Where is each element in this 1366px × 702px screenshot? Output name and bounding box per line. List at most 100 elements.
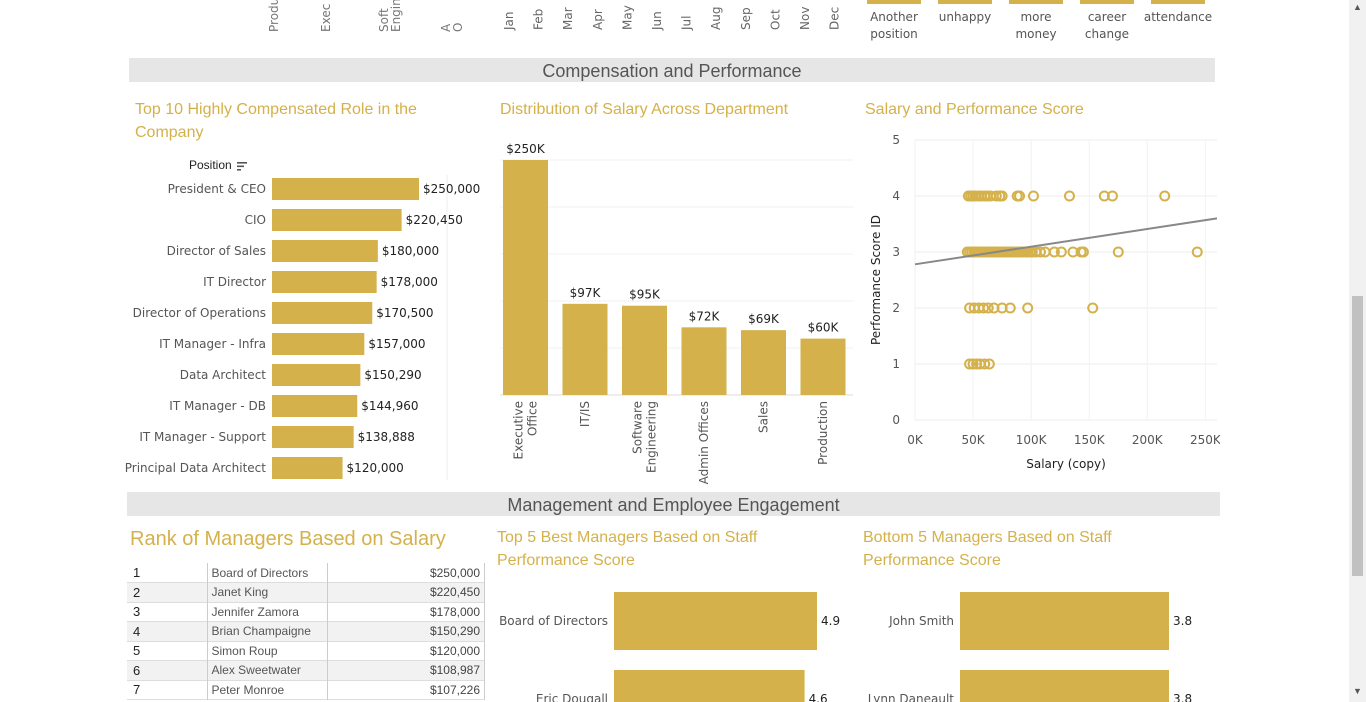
table-row[interactable]: 6 Alex Sweetwater $108,987 <box>127 660 485 680</box>
scatter-point[interactable] <box>1055 246 1067 258</box>
top5-bar[interactable] <box>614 592 817 650</box>
dept-category-label: Software <box>631 401 645 454</box>
top10-bar[interactable] <box>272 178 419 200</box>
top10-bar[interactable] <box>272 457 343 479</box>
dept-chart-title: Distribution of Salary Across Department <box>500 101 789 118</box>
table-row[interactable]: 7 Peter Monroe $107,226 <box>127 680 485 700</box>
scatter-point[interactable] <box>1004 302 1016 314</box>
month-label: Jul <box>680 16 694 31</box>
bottom5-category-label: John Smith <box>888 614 954 628</box>
dept-bar[interactable] <box>503 160 548 395</box>
top10-bar[interactable] <box>272 209 402 231</box>
top10-bar[interactable] <box>272 240 378 262</box>
scatter-point[interactable] <box>996 190 1008 202</box>
bottom5-bar[interactable] <box>960 670 1169 702</box>
scatter-point[interactable] <box>1087 302 1099 314</box>
bottom5-value-label: 3.8 <box>1173 614 1192 628</box>
scatter-point[interactable] <box>1077 246 1089 258</box>
scatter-point[interactable] <box>979 358 991 370</box>
reason-bar <box>938 0 992 4</box>
scroll-down-icon[interactable]: ▼ <box>1353 686 1362 696</box>
reason-label: career <box>1088 10 1126 24</box>
scatter-point[interactable] <box>1063 190 1075 202</box>
salary-cell: $220,450 <box>326 582 485 602</box>
table-row[interactable]: 4 Brian Champaigne $150,290 <box>127 621 485 641</box>
top10-category-label: Director of Sales <box>167 244 266 258</box>
table-row[interactable]: 3 Jennifer Zamora $178,000 <box>127 602 485 622</box>
dept-bar[interactable] <box>681 327 727 395</box>
scroll-up-icon[interactable]: ▲ <box>1353 2 1362 12</box>
scatter-point[interactable] <box>1022 302 1034 314</box>
manager-name-cell: Peter Monroe <box>206 680 327 700</box>
top10-bar[interactable] <box>272 364 361 386</box>
scatter-point[interactable] <box>1014 190 1026 202</box>
scatter-point[interactable] <box>1048 246 1060 258</box>
sort-descending-icon[interactable] <box>237 161 249 171</box>
table-row[interactable]: 2 Janet King $220,450 <box>127 582 485 602</box>
position-label: O <box>451 23 465 32</box>
top5-bar[interactable] <box>614 670 805 702</box>
top10-bar[interactable] <box>272 395 358 417</box>
dept-category-label: Office <box>526 401 540 436</box>
scatter-point[interactable] <box>1034 246 1046 258</box>
dept-category-label: Admin Offices <box>697 401 711 484</box>
scroll-thumb[interactable] <box>1352 296 1363 576</box>
top10-category-label: IT Director <box>203 275 266 289</box>
dept-value-label: $250K <box>506 142 546 156</box>
month-label: Apr <box>591 9 605 30</box>
scatter-point[interactable] <box>983 358 995 370</box>
top10-value-label: $170,500 <box>376 306 433 320</box>
top5-category-label: Eric Dougall <box>536 692 608 702</box>
y-tick-label: 4 <box>892 189 900 203</box>
top10-category-label: Principal Data Architect <box>125 461 266 475</box>
x-tick-label: 50K <box>962 433 986 447</box>
scatter-point[interactable] <box>1027 190 1039 202</box>
top10-bar[interactable] <box>272 271 377 293</box>
rank-cell: 4 <box>133 623 141 639</box>
table-row[interactable]: 1 Board of Directors $250,000 <box>127 563 485 583</box>
scatter-point[interactable] <box>1112 246 1124 258</box>
x-tick-label: 0K <box>907 433 924 447</box>
vertical-scrollbar[interactable]: ▲ ▼ <box>1349 0 1366 702</box>
reason-label: attendance <box>1144 10 1212 24</box>
scatter-point[interactable] <box>1159 190 1171 202</box>
dept-bar[interactable] <box>800 338 846 395</box>
x-tick-label: 200K <box>1132 433 1164 447</box>
top10-value-label: $220,450 <box>406 213 463 227</box>
reason-label: position <box>870 27 918 41</box>
month-label: Mar <box>561 7 575 30</box>
position-column-header[interactable]: Position <box>189 158 249 172</box>
top10-value-label: $180,000 <box>382 244 439 258</box>
top10-chart-title: Top 10 Highly Compensated Role in the Co… <box>135 101 417 141</box>
scatter-point[interactable] <box>982 302 994 314</box>
top10-value-label: $138,888 <box>358 430 415 444</box>
scatter-point[interactable] <box>964 358 976 370</box>
dept-bar[interactable] <box>622 305 667 395</box>
reason-label: more <box>1020 10 1051 24</box>
dept-bar[interactable] <box>562 303 608 395</box>
scatter-point[interactable] <box>967 358 979 370</box>
scatter-point[interactable] <box>978 302 990 314</box>
dept-category-label: Engineering <box>645 401 659 473</box>
bottom5-chart-title: Bottom 5 Managers Based on Staff Perform… <box>863 529 1112 569</box>
top10-bar[interactable] <box>272 302 373 324</box>
scatter-point[interactable] <box>1106 190 1118 202</box>
top10-bar[interactable] <box>272 426 354 448</box>
reason-label: change <box>1085 27 1129 41</box>
scatter-point[interactable] <box>1191 246 1203 258</box>
bottom5-bar[interactable] <box>960 592 1169 650</box>
table-row[interactable]: 5 Simon Roup $120,000 <box>127 641 485 661</box>
top10-bar[interactable] <box>272 333 365 355</box>
month-label: Sep <box>739 7 753 30</box>
month-label: Jan <box>502 12 516 32</box>
dept-category-label: Production <box>816 401 830 465</box>
x-axis-title: Salary (copy) <box>1026 457 1106 471</box>
dept-bar[interactable] <box>741 330 786 395</box>
rank-cell: 5 <box>133 643 141 659</box>
month-label: Nov <box>798 7 812 30</box>
top5-category-label: Board of Directors <box>499 614 608 628</box>
scatter-point[interactable] <box>990 190 1002 202</box>
position-label: Soft <box>377 8 391 32</box>
